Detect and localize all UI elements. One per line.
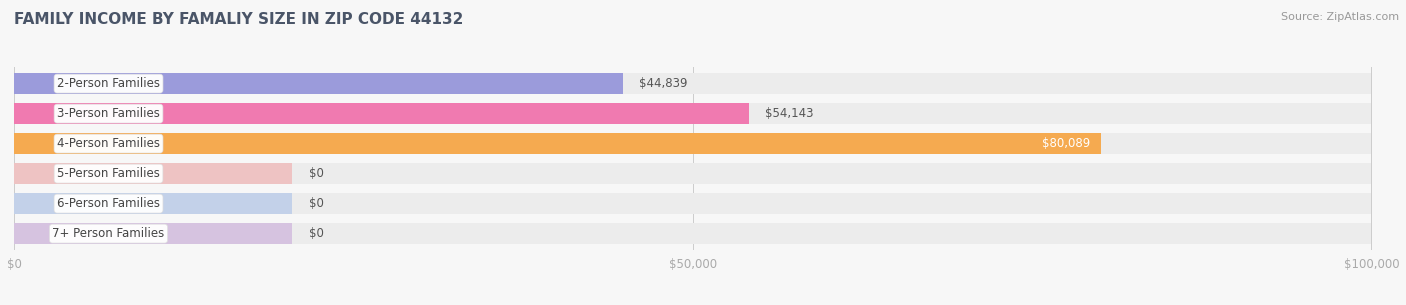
Text: Source: ZipAtlas.com: Source: ZipAtlas.com [1281,12,1399,22]
Bar [14,73,1371,95]
Text: FAMILY INCOME BY FAMALIY SIZE IN ZIP CODE 44132: FAMILY INCOME BY FAMALIY SIZE IN ZIP COD… [14,12,464,27]
Text: $0: $0 [308,167,323,180]
Text: $0: $0 [308,197,323,210]
Bar [14,163,292,185]
Bar [14,103,1371,124]
Bar [14,193,292,214]
Bar [14,133,1371,154]
Text: 2-Person Families: 2-Person Families [58,77,160,90]
Text: $54,143: $54,143 [765,107,814,120]
Bar [14,223,292,244]
Bar [14,133,1101,154]
Bar [14,103,749,124]
Bar [14,73,623,95]
Text: $80,089: $80,089 [1042,137,1090,150]
Text: 4-Person Families: 4-Person Families [58,137,160,150]
Text: 6-Person Families: 6-Person Families [58,197,160,210]
Bar [14,163,1371,185]
Text: $0: $0 [308,227,323,240]
Text: 7+ Person Families: 7+ Person Families [52,227,165,240]
Text: 5-Person Families: 5-Person Families [58,167,160,180]
Bar [14,193,1371,214]
Bar [14,223,1371,244]
Text: $44,839: $44,839 [638,77,688,90]
Text: 3-Person Families: 3-Person Families [58,107,160,120]
